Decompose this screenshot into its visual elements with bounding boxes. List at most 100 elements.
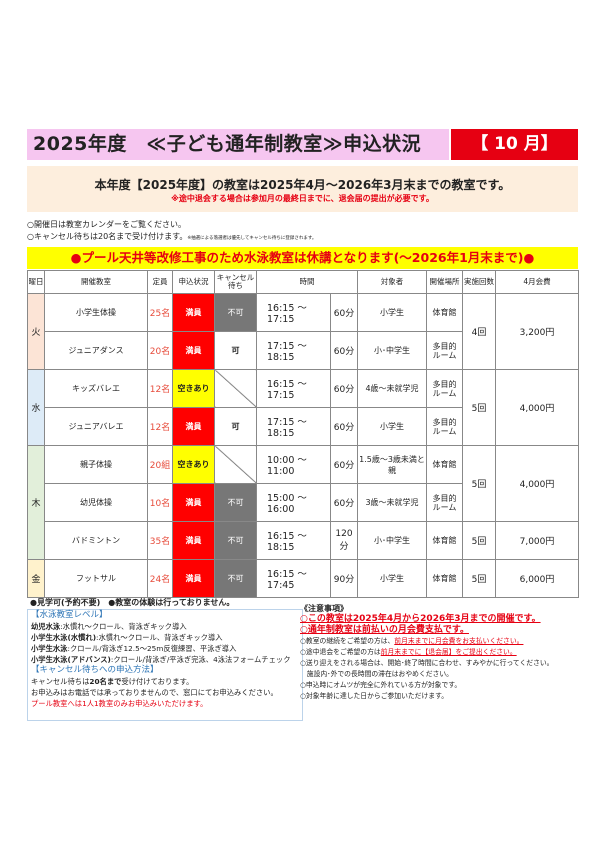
table-row: 水キッズバレエ 12名 空きあり 16:15 ～ 17:15 60分 4歳～未就学児 多目的… — [27, 369, 579, 446]
fee: 3,200円 — [495, 293, 579, 370]
duration: 60分 — [330, 369, 358, 408]
header-venue: 開催場所 — [426, 270, 463, 294]
waitlist-method-3: プール教室へは1人1教室のみお申込みいただけます。 — [31, 699, 208, 708]
table-row: ジュニアダンス 20名 満員可 17:15 ～ 18:15 60分 小･中学生 多目的 ルーム — [28, 331, 579, 370]
waitlist-method-1: キャンセル待ちは20名まで受け付けております。 — [31, 676, 302, 687]
swim-level-label: 小学生水泳(アドバンス) — [31, 655, 111, 664]
venue: 体育館 — [426, 559, 463, 598]
waitlist-status: 不可 — [214, 559, 257, 598]
notice-diaper: ○申込時にオムツが完全に外れている方が対象です。 — [300, 681, 462, 689]
page-title: 2025年度 ≪子ども通年制教室≫申込状況 — [27, 129, 449, 160]
duration: 120分 — [330, 521, 358, 560]
status-badge: 満員 — [172, 407, 215, 446]
header-capacity: 定員 — [147, 270, 173, 294]
text: キャンセル待ちは — [31, 677, 90, 686]
withdrawal-note: ※途中退会する場合は参加月の最終日までに、退会届の提出が必要です。 — [171, 194, 434, 203]
visit-note: ●見学可(予約不要) ●教室の体験は行っておりません。 — [30, 598, 235, 607]
class-name: 小学生体操 — [44, 293, 148, 332]
sessions: 4回 — [462, 293, 496, 370]
target: 小学生 — [357, 293, 427, 332]
table-row: 木親子体操 20組 空きあり 10:00 ～ 11:00 60分 1.5歳～3歳未満と親体… — [27, 445, 579, 560]
notice-section: 《注意事項》 ○この教室は2025年4月から2026年3月までの開催です。 ○通… — [300, 603, 580, 702]
capacity: 20名 — [147, 331, 173, 370]
venue: 体育館 — [426, 293, 463, 332]
waitlist-status: 不可 — [214, 483, 257, 522]
waitlist-status: 不可 — [214, 521, 257, 560]
time: 10:00 ～ 11:00 — [256, 445, 331, 484]
swim-level-label: 幼児水泳 — [31, 622, 61, 631]
day-cell: 木 — [27, 445, 45, 560]
time: 16:15 ～ 17:45 — [256, 559, 331, 598]
venue: 多目的 ルーム — [426, 483, 463, 522]
duration: 60分 — [330, 445, 358, 484]
header-status: 申込状況 — [172, 270, 215, 294]
text: ○途中退会をご希望の方は — [300, 648, 381, 656]
venue: 体育館 — [426, 521, 463, 560]
class-name: 幼児体操 — [44, 483, 148, 522]
notice-stay: 施設内･外での長時間の滞在はおやめください。 — [300, 670, 453, 678]
target: 3歳～未就学児 — [357, 483, 427, 522]
fee: 7,000円 — [495, 521, 579, 560]
time: 16:15 ～ 17:15 — [256, 293, 331, 332]
class-name: キッズバレエ — [44, 369, 148, 408]
waitlist-status: 不可 — [214, 293, 257, 332]
waitlist-small-note: ※抽選による落選者は優先してキャンセル待ちに登録されます。 — [187, 236, 317, 241]
waitlist-na — [214, 369, 257, 408]
header-class: 開催教室 — [44, 270, 148, 294]
target: 1.5歳～3歳未満と親 — [357, 445, 427, 484]
class-name: ジュニアダンス — [44, 331, 148, 370]
header-waitlist: キャンセル待ち — [214, 270, 257, 294]
swim-level-label: 小学生水泳 — [31, 644, 68, 653]
status-badge: 満員 — [172, 521, 215, 560]
notice-heading: 《注意事項》 — [300, 604, 348, 613]
header-time: 時間 — [256, 270, 358, 294]
capacity: 35名 — [147, 521, 173, 560]
sessions: 5回 — [462, 445, 496, 522]
swim-level-desc: :水慣れ～クロール、背泳ぎキック導入 — [96, 633, 223, 642]
sessions: 5回 — [462, 369, 496, 446]
capacity: 12名 — [147, 407, 173, 446]
header-sessions: 実施回数 — [462, 270, 496, 294]
notice-withdraw: ○途中退会をご希望の方は前月末までに【退会届】をご提出ください。 — [300, 647, 580, 658]
duration: 60分 — [330, 483, 358, 522]
sessions: 5回 — [462, 521, 496, 560]
status-badge: 空きあり — [172, 369, 215, 408]
time: 16:15 ～ 17:15 — [256, 369, 331, 408]
table-row: 幼児体操 10名 満員 不可 15:00 ～ 16:00 60分 3歳～未就学児 多目的 ルーム — [28, 483, 579, 522]
swim-level-heading: 【水泳教室レベル】 — [31, 610, 108, 620]
table-row: ジュニアバレエ 12名 満員可 17:15 ～ 18:15 60分 小学生 多目的 ルーム — [28, 407, 579, 446]
swim-level-desc: :水慣れ～クロール、背泳ぎキック導入 — [60, 622, 187, 631]
target: 小学生 — [357, 559, 427, 598]
text-bold: 20名まで — [89, 677, 122, 686]
fee: 6,000円 — [495, 559, 579, 598]
target: 4歳～未就学児 — [357, 369, 427, 408]
capacity: 10名 — [147, 483, 173, 522]
day-cell: 火 — [27, 293, 45, 370]
waitlist-method-2: お申込みはお電話では承っておりませんので、窓口にてお申込みください。 — [31, 688, 278, 697]
notice-pickup: ○送り迎えをされる場合は、開始･終了時間に合わせ、すみやかに行ってください。 — [300, 659, 554, 667]
closure-banner: ●プール天井等改修工事のため水泳教室は休講となります(～2026年1月末まで)● — [27, 247, 578, 269]
calendar-note: ○開催日は教室カレンダーをご覧ください。 — [27, 220, 186, 229]
target: 小学生 — [357, 407, 427, 446]
day-cell: 水 — [27, 369, 45, 446]
time: 17:15 ～ 18:15 — [256, 407, 331, 446]
venue: 多目的 ルーム — [426, 369, 463, 408]
header-day: 曜日 — [27, 270, 45, 294]
notice-age: ○対象年齢に達した日からご参加いただけます。 — [300, 692, 448, 700]
notice-continue: ○教室の継続をご希望の方は、前月末までに月会費をお支払いください。 — [300, 636, 580, 647]
term-info-text: 本年度【2025年度】の教室は2025年4月～2026年3月末までの教室です。 — [94, 178, 511, 192]
notice-prepay: ○通年制教室は前払いの月会費支払です。 — [300, 625, 469, 635]
text: ○教室の継続をご希望の方は、 — [300, 637, 395, 645]
venue: 多目的 ルーム — [426, 331, 463, 370]
swim-level-desc: :クロール/背泳ぎ12.5～25m反復練習、平泳ぎ導入 — [67, 644, 237, 653]
table-header-row: 曜日 開催教室 定員 申込状況 キャンセル待ち 時間 対象者 開催場所 実施回数 4月会費 — [27, 270, 579, 294]
duration: 60分 — [330, 293, 358, 332]
target: 小･中学生 — [357, 331, 427, 370]
waitlist-status: 可 — [214, 331, 257, 370]
duration: 90分 — [330, 559, 358, 598]
fee: 4,000円 — [495, 369, 579, 446]
notice-period: ○この教室は2025年4月から2026年3月までの開催です。 — [300, 614, 541, 624]
status-badge: 満員 — [172, 559, 215, 598]
target: 小･中学生 — [357, 521, 427, 560]
swim-level-label: 小学生水泳(水慣れ) — [31, 633, 97, 642]
